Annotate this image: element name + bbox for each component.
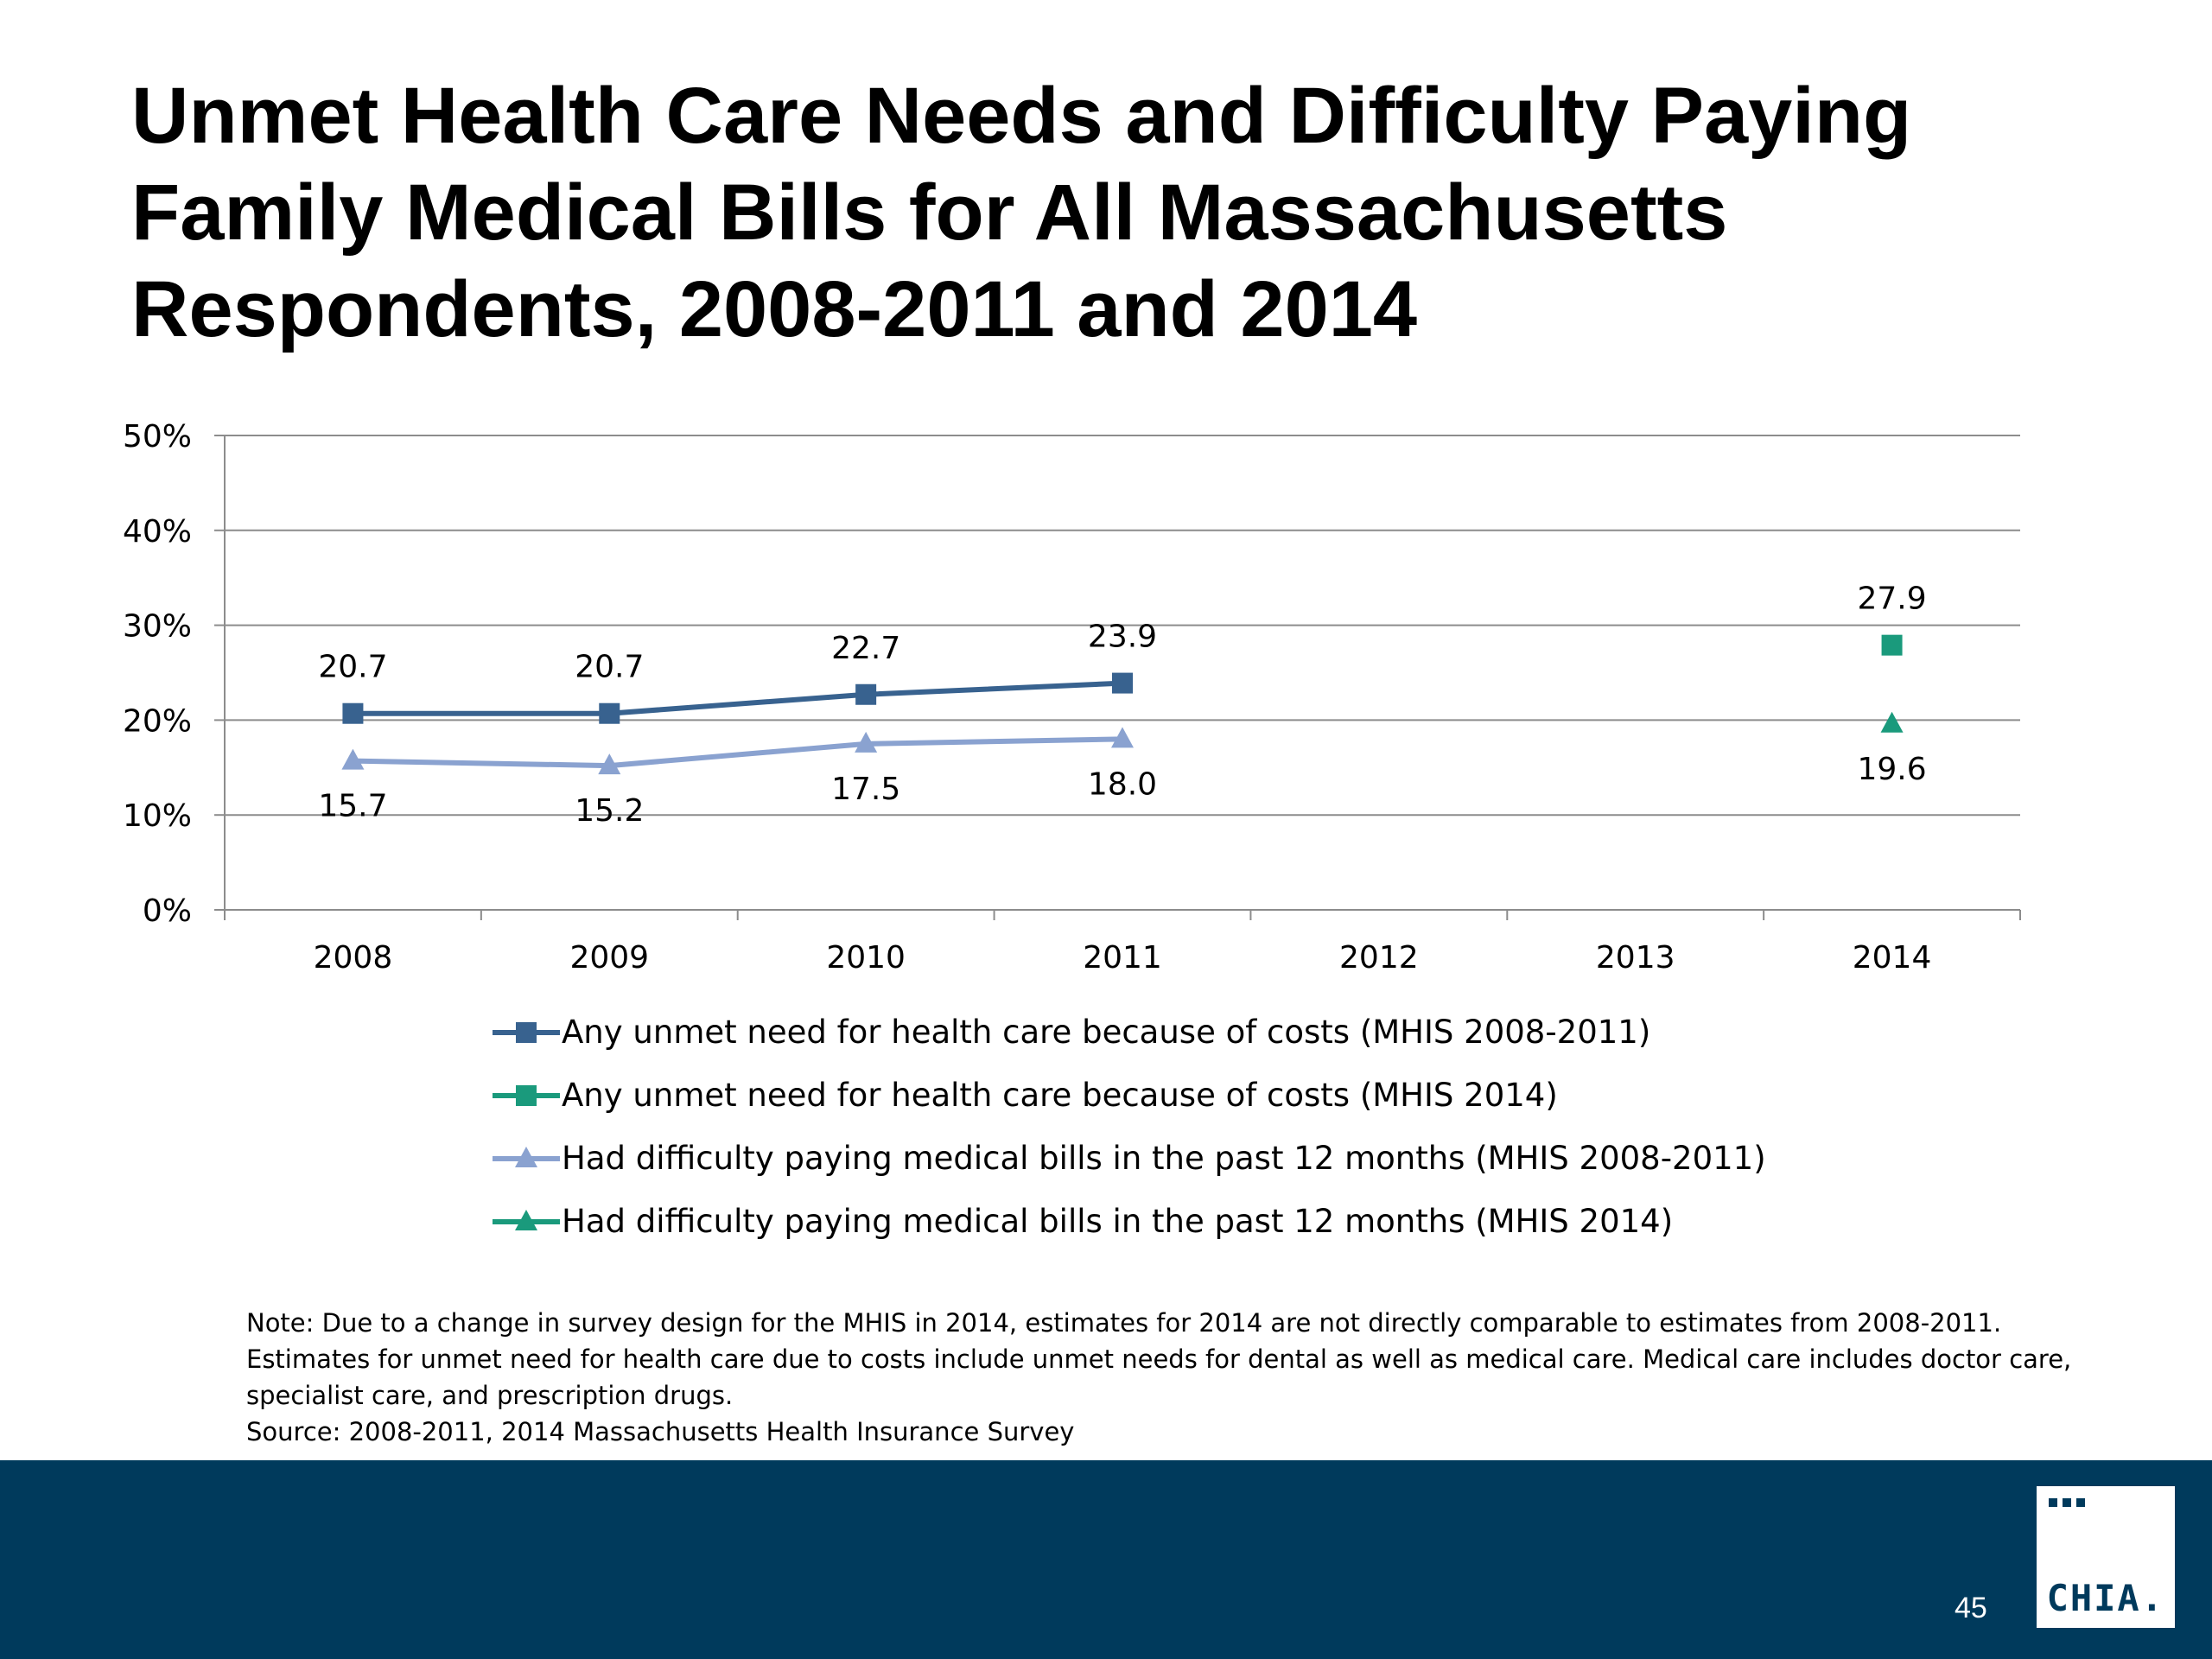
note-line: specialist care, and prescription drugs. — [246, 1381, 734, 1410]
legend-marker-square — [516, 1021, 537, 1043]
legend-marker-square — [516, 1084, 537, 1106]
series-line — [353, 736, 1123, 769]
data-point-square — [1881, 634, 1903, 656]
data-label: 27.9 — [1857, 582, 1926, 617]
legend-marker-triangle — [515, 1146, 537, 1167]
source-line: Source: 2008-2011, 2014 Massachusetts He… — [246, 1417, 1075, 1446]
legend-key-triangle-light-blue — [493, 1146, 560, 1167]
x-tick-label: 2010 — [826, 940, 906, 976]
note-line: Note: Due to a change in survey design f… — [246, 1308, 2002, 1338]
data-label: 15.7 — [318, 789, 387, 824]
legend-label: Had difficulty paying medical bills in t… — [562, 1203, 1674, 1240]
data-label: 20.7 — [575, 650, 644, 685]
data-label: 23.9 — [1088, 620, 1157, 655]
series-line — [353, 680, 1123, 716]
logo-text: CHIA. — [2046, 1577, 2164, 1619]
data-point-square — [599, 702, 620, 724]
chia-logo: CHIA. — [2037, 1486, 2175, 1628]
data-label: 22.7 — [831, 631, 900, 666]
legend-label: Had difficulty paying medical bills in t… — [562, 1140, 1766, 1177]
chart-note: Note: Due to a change in survey design f… — [246, 1305, 2104, 1450]
legend-key-triangle-teal — [493, 1209, 560, 1230]
x-tick-label: 2013 — [1596, 940, 1675, 976]
line-chart: 0% 10% 20% 30% 40% 50% 2008 2009 2010 2011 2012 201… — [123, 419, 2021, 976]
data-label: 17.5 — [831, 772, 900, 807]
data-label: 19.6 — [1857, 752, 1926, 787]
data-label: 20.7 — [318, 650, 387, 685]
x-tick-label: 2008 — [314, 940, 393, 976]
footer-band — [0, 1460, 2212, 1659]
slide-title-line: Family Medical Bills for All Massachuset… — [131, 168, 1728, 257]
data-point-triangle — [1880, 711, 1904, 733]
legend-item: Any unmet need for health care because o… — [491, 1064, 1766, 1127]
x-tick-label: 2011 — [1083, 940, 1162, 976]
x-tick-label: 2012 — [1339, 940, 1419, 976]
data-point-square — [855, 683, 877, 705]
page-number: 45 — [1955, 1592, 1987, 1624]
legend-label: Any unmet need for health care because o… — [562, 1077, 1558, 1114]
legend-marker-triangle — [515, 1209, 537, 1230]
legend-label: Any unmet need for health care because o… — [562, 1014, 1651, 1051]
slide-title-line: Respondents, 2008-2011 and 2014 — [131, 265, 1418, 353]
y-tick-label: 30% — [123, 609, 192, 645]
x-tick-label: 2014 — [1853, 940, 1932, 976]
note-line: Estimates for unmet need for health care… — [246, 1344, 2072, 1374]
data-point-square — [1112, 672, 1133, 694]
y-tick-label: 40% — [123, 514, 192, 550]
logo-dots-icon — [2049, 1498, 2085, 1507]
y-tick-label: 20% — [123, 703, 192, 739]
data-point-triangle — [598, 753, 621, 775]
chart-legend: Any unmet need for health care because o… — [491, 1001, 1766, 1253]
legend-item: Had difficulty paying medical bills in t… — [491, 1190, 1766, 1253]
y-tick-label: 50% — [123, 419, 192, 454]
data-point-triangle — [1111, 727, 1134, 748]
data-point-triangle — [855, 731, 878, 753]
y-tick-label: 0% — [143, 893, 192, 929]
legend-item: Any unmet need for health care because o… — [491, 1001, 1766, 1064]
data-point-triangle — [341, 748, 365, 770]
slide-title: Unmet Health Care Needs and Difficulty P… — [131, 67, 2119, 358]
data-label: 18.0 — [1088, 766, 1157, 802]
legend-item: Had difficulty paying medical bills in t… — [491, 1127, 1766, 1190]
slide-title-line: Unmet Health Care Needs and Difficulty P… — [131, 72, 1912, 160]
legend-key-square-dark-blue — [493, 1021, 560, 1043]
data-label: 15.2 — [575, 793, 644, 829]
data-point-square — [342, 702, 364, 724]
x-tick-label: 2009 — [569, 940, 649, 976]
y-tick-label: 10% — [123, 798, 192, 834]
legend-key-square-teal — [493, 1084, 560, 1106]
